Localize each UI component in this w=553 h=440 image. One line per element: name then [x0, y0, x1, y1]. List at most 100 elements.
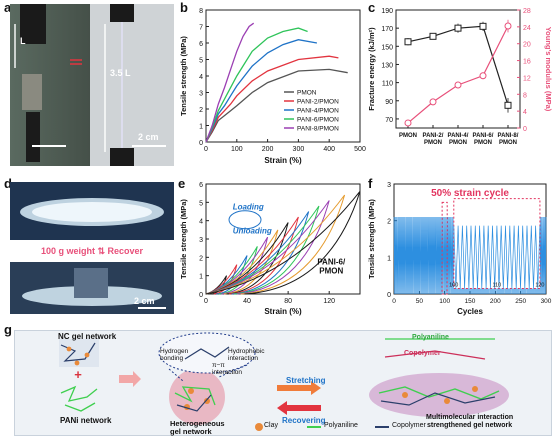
panel-label-d: d — [4, 176, 12, 191]
polyaniline-structure-label: Polyaniline — [412, 334, 449, 341]
series-line-4 — [205, 22, 255, 143]
panel-label-b: b — [180, 0, 188, 15]
cycle-loop-7 — [205, 216, 299, 295]
series-line-0 — [205, 68, 348, 143]
cycle-loop-6 — [205, 222, 289, 295]
photo-hydrogel-bottom — [10, 262, 174, 314]
multimolecular-label: Multimolecular interaction strengthened … — [426, 414, 514, 429]
x-tick-label: 0 — [204, 146, 208, 153]
legend-clay-icon — [255, 423, 263, 431]
series-line-1 — [205, 55, 339, 143]
cycle-loop-10 — [205, 200, 330, 295]
heterogeneous-label: Heterogeneous gel network — [170, 419, 225, 436]
y-tick-label: 110 — [382, 81, 393, 88]
sample-annotation: PANI-6/ — [317, 258, 346, 267]
y-tick-label: 150 — [381, 44, 393, 51]
legend-polyaniline-label: Polyaniline — [324, 422, 358, 429]
category-label: PMON — [399, 133, 417, 139]
stretched-length-label: 3.5 L — [110, 68, 131, 78]
hydrogen-bonding-label: Hydrogen bonding — [160, 348, 189, 362]
photo-hydrogel-sheet — [20, 198, 164, 226]
data-point — [454, 81, 462, 89]
y-axis-label: Tensile strength (MPa) — [179, 36, 188, 116]
category-label: PMON — [474, 140, 492, 146]
panel-label-g: g — [4, 322, 12, 337]
chart-title: 50% strain cycle — [431, 188, 509, 199]
y-tick-label: 8 — [199, 8, 203, 15]
data-point — [429, 32, 437, 40]
nc-gel-network-label: NC gel network — [58, 332, 117, 341]
category-label: PANI-8/ — [498, 133, 519, 139]
x-axis-label: Strain (%) — [264, 307, 302, 316]
y-tick-label: 2 — [199, 255, 203, 262]
cycle-loop-1 — [205, 264, 238, 295]
loading-label: Loading — [233, 203, 264, 212]
y-tick-label: 90 — [385, 99, 393, 106]
mechanism-scheme: + — [14, 330, 552, 436]
y2-tick-label: 4 — [523, 109, 527, 116]
category-label: PMON — [449, 140, 467, 146]
photo-stretch-test — [10, 4, 174, 166]
x-tick-label: 150 — [465, 298, 476, 305]
hydrophobic-label: Hydrophobic interaction — [228, 348, 265, 362]
y-tick-label: 5 — [199, 58, 203, 65]
panel-label-a: a — [4, 0, 12, 15]
x-tick-label: 500 — [354, 146, 366, 153]
y2-axis-label: Young's modulus (MPa) — [544, 27, 552, 112]
legend-clay-label: Clay — [264, 422, 279, 429]
data-point — [504, 101, 512, 109]
y-tick-label: 7 — [199, 25, 203, 32]
x-tick-label: 300 — [541, 298, 552, 305]
photo-stretch-illustration — [10, 4, 174, 166]
up-down-arrows-icon: ⇅ — [97, 246, 106, 256]
pi-pi-label: π−π interaction — [212, 362, 242, 376]
x-tick-label: 0 — [392, 298, 396, 305]
data-point — [479, 22, 487, 30]
y-tick-label: 3 — [199, 91, 203, 98]
y-tick-label: 6 — [199, 182, 203, 189]
y2-tick-label: 0 — [523, 126, 527, 133]
category-label: PANI-2/ — [423, 133, 444, 139]
recover-label: Recover — [107, 246, 144, 256]
category-label: PMON — [424, 140, 442, 146]
y-tick-label: 3 — [199, 237, 203, 244]
inset-trace — [453, 225, 541, 289]
series-line-0 — [407, 25, 509, 106]
series-line-3 — [205, 27, 308, 143]
y-tick-label: 1 — [387, 255, 391, 262]
cyclic-loading-chart: 0 40 80 120 0 1 2 3 4 5 6 Strain (%) Tensile strengt… — [179, 182, 361, 316]
y-axis-label: Tensile strength (MPa) — [179, 199, 188, 279]
category-label: PANI-6/ — [473, 133, 494, 139]
length-label: L — [20, 36, 26, 46]
y-tick-label: 1 — [199, 124, 203, 131]
y2-tick-label: 16 — [523, 59, 531, 66]
y-tick-label: 6 — [199, 41, 203, 48]
y-tick-label: 4 — [199, 74, 203, 81]
x-tick-label: 40 — [243, 298, 251, 305]
legend-copolymer-label: Copolymer — [392, 422, 426, 429]
x-tick-label: 0 — [204, 298, 208, 305]
cycle-loop-11 — [205, 194, 346, 295]
y-tick-label: 5 — [199, 200, 203, 207]
x-tick-label: 250 — [515, 298, 526, 305]
y-tick-label: 2 — [387, 219, 391, 226]
y-tick-label: 3 — [387, 182, 391, 189]
scale-bar-label-d: 2 cm — [134, 296, 155, 306]
stretching-label: Stretching — [286, 376, 326, 385]
mechanism-drawing: + — [59, 332, 509, 431]
legend-label-2: PANI-4/PMON — [297, 108, 339, 115]
panel-label-e: e — [178, 176, 186, 191]
y2-tick-label: 12 — [523, 75, 531, 82]
cycle-arrow-icon — [228, 210, 262, 230]
y-axis-label: Fracture energy (kJ/m²) — [367, 27, 376, 111]
y-axis-label: Tensile strength (MPa) — [367, 199, 376, 279]
tensile-curves-chart: 0 100 200 300 400 500 0 1 2 3 4 5 6 7 8 Strain (%) Tensi… — [179, 8, 366, 165]
x-tick-label: 200 — [490, 298, 501, 305]
cycle-loop-2 — [205, 255, 248, 295]
y-tick-label: 4 — [199, 219, 203, 226]
legend-label-4: PANI-8/PMON — [297, 126, 339, 133]
legend-label-3: PANI-6/PMON — [297, 117, 339, 124]
x-tick-label: 100 — [231, 146, 243, 153]
data-point — [479, 72, 487, 80]
pani-network-label: PANi network — [60, 416, 112, 425]
